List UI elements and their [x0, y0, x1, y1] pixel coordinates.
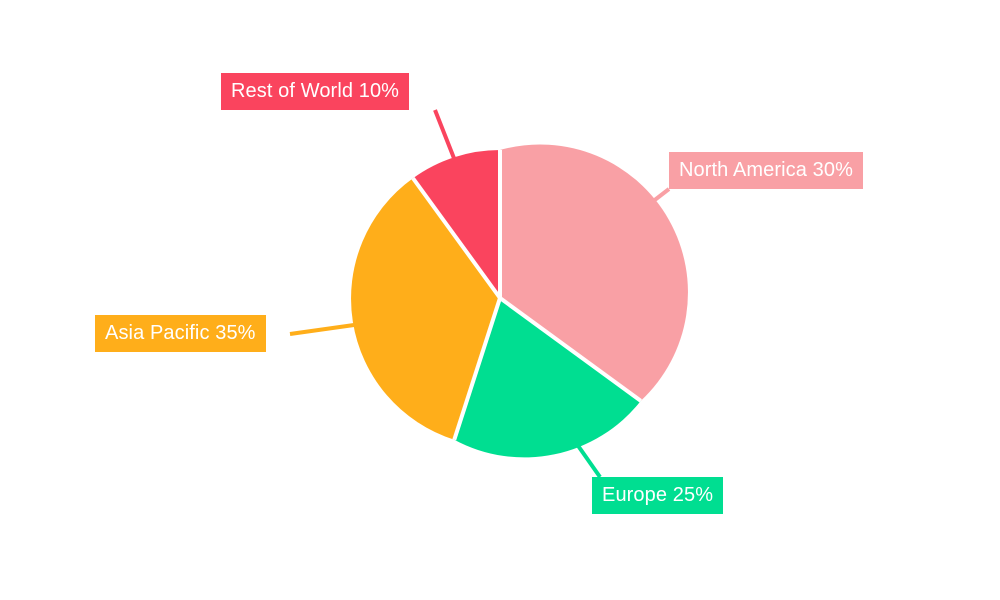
slice-separator-na-eu	[498, 296, 642, 403]
pie-label-rest-of-world[interactable]: Rest of World 10%	[221, 73, 410, 110]
slice-separator-ap-row	[411, 177, 502, 300]
pie-slice-asia-pacific[interactable]	[351, 178, 500, 440]
pie-slice-rest-of-world[interactable]	[413, 150, 500, 298]
pie-label-asia-pacific[interactable]: Asia Pacific 35%	[95, 315, 266, 352]
pie-slice-europe[interactable]	[454, 298, 641, 458]
pie-label-north-america[interactable]: North America 30%	[669, 152, 863, 189]
slice-separator-eu-ap	[452, 297, 502, 441]
slice-separators	[411, 150, 642, 441]
pie-label-europe[interactable]: Europe 25%	[592, 477, 724, 514]
pie-slice-north-america[interactable]	[500, 144, 688, 401]
leader-line-asia-pacific	[289, 323, 355, 336]
pie-slices	[351, 144, 688, 458]
